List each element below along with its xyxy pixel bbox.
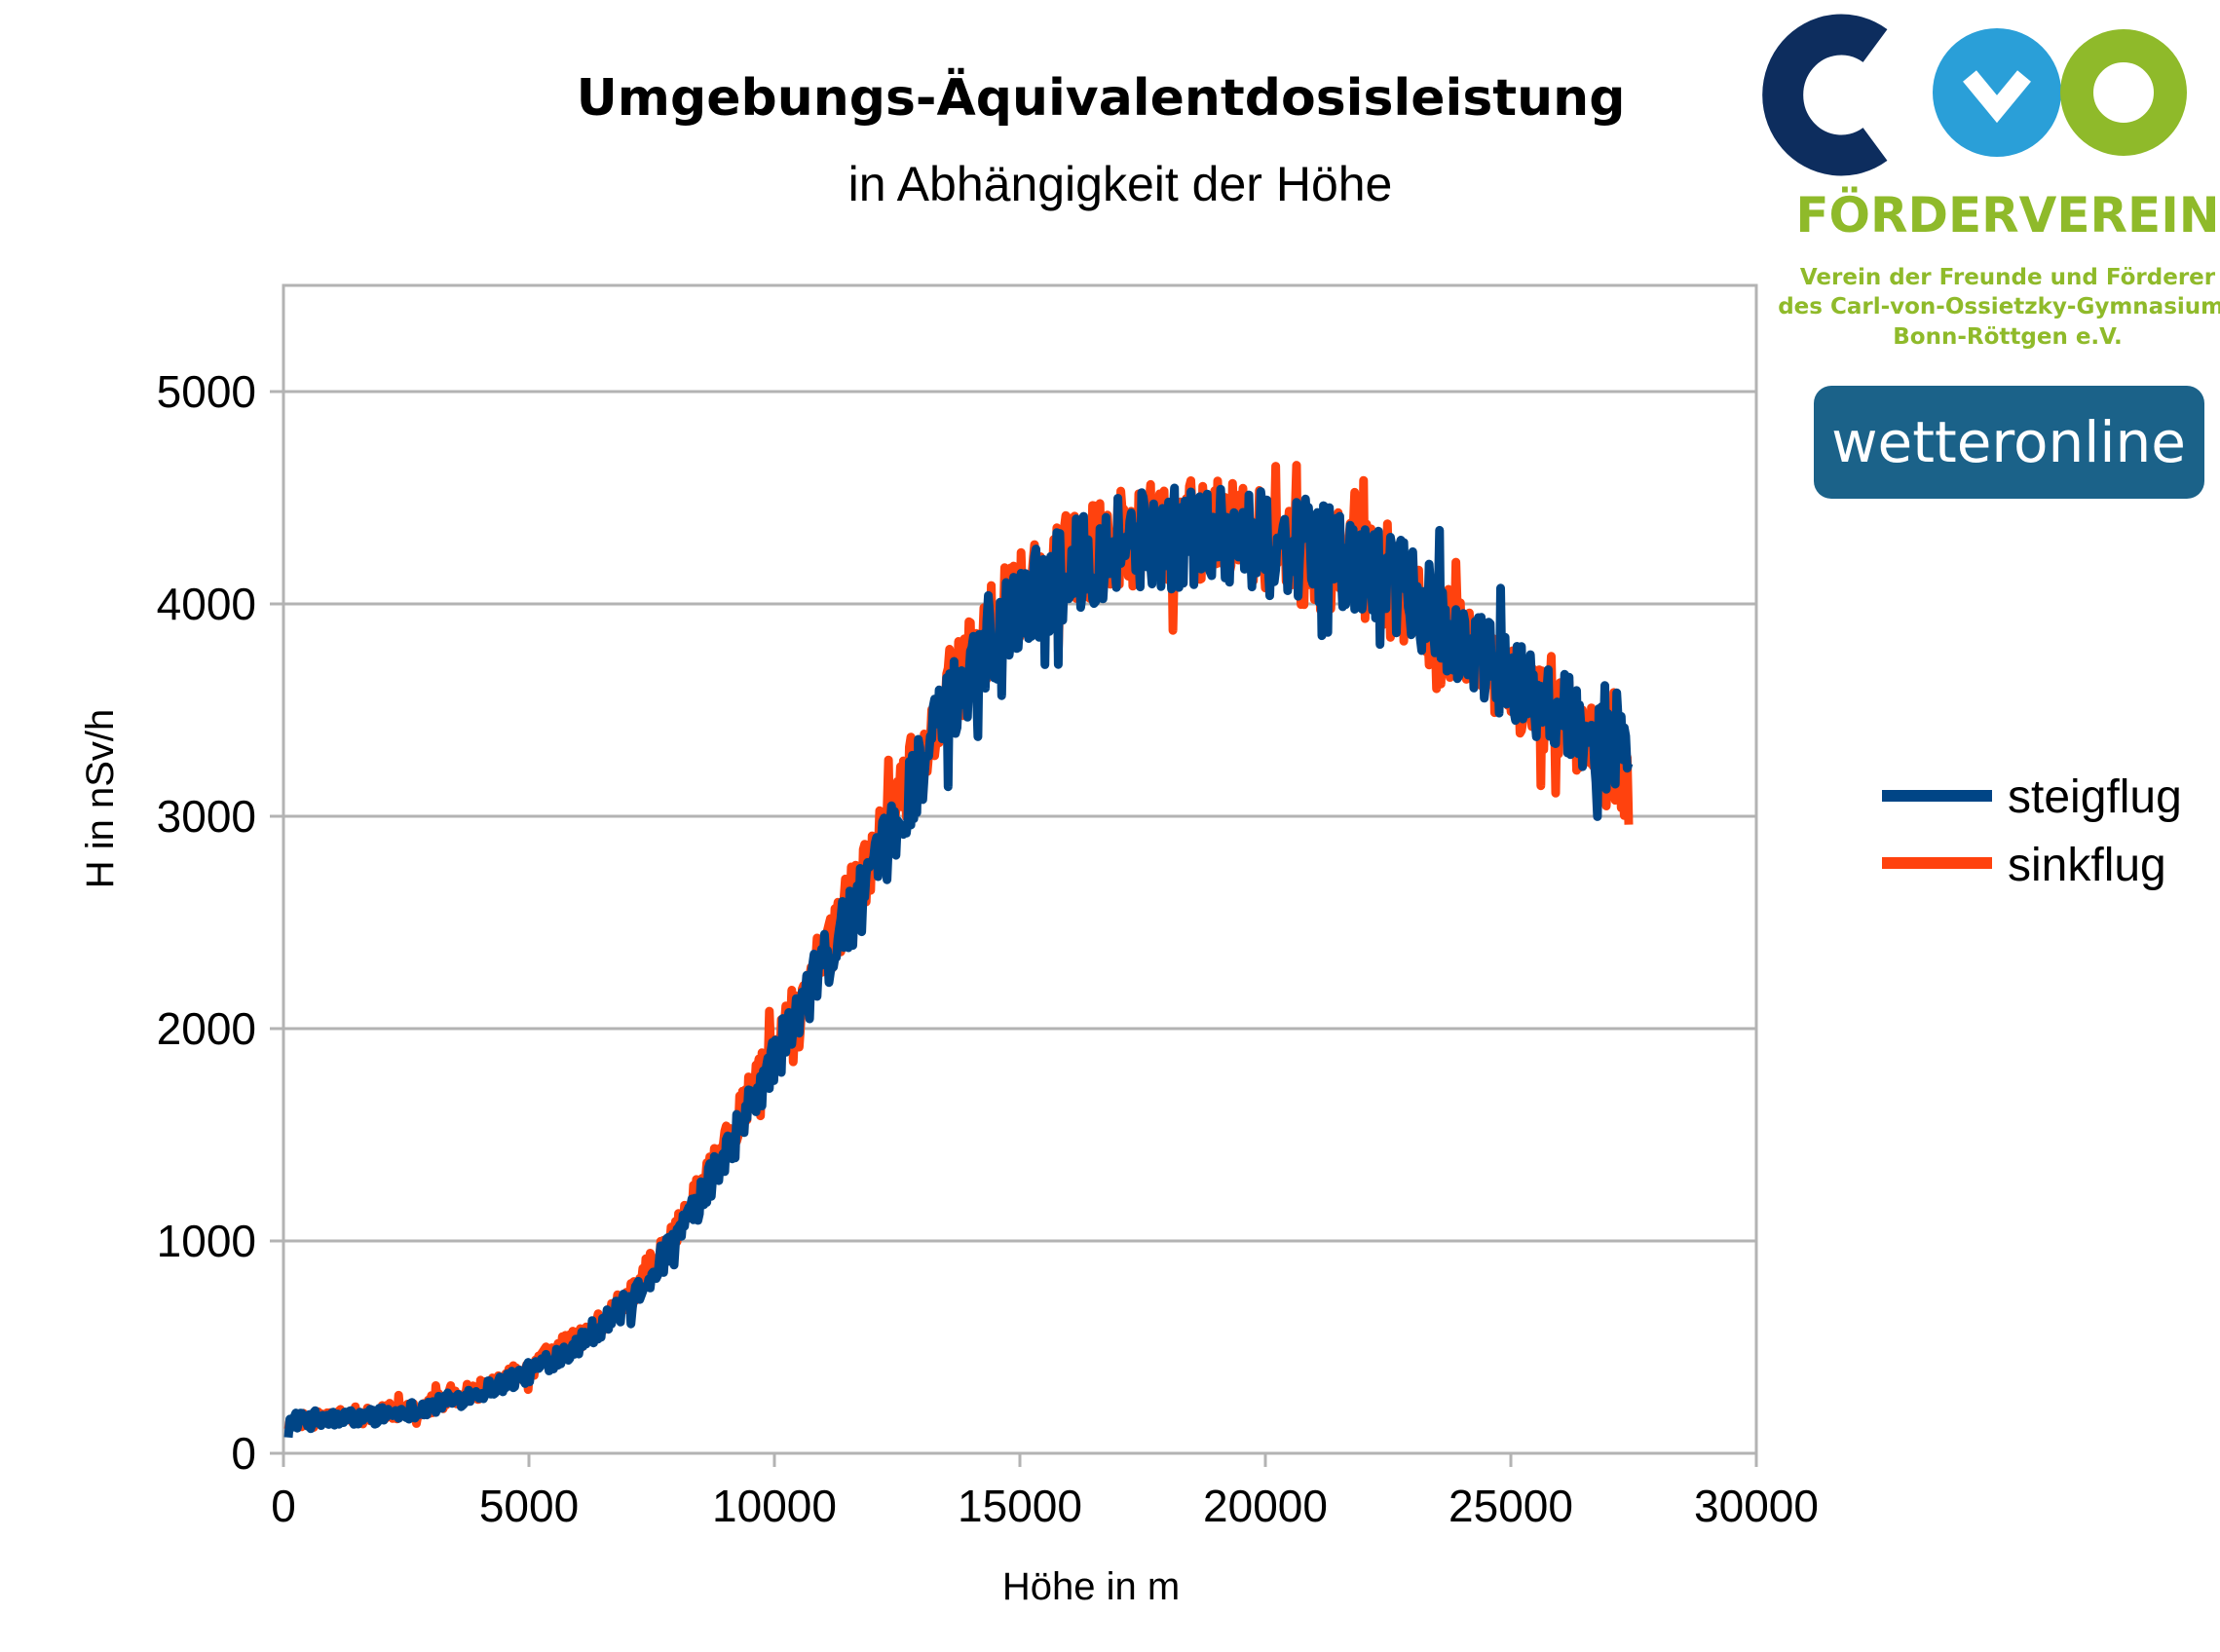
gridlines	[283, 390, 1756, 1243]
verein-line-1: Verein der Freunde und Förderer	[1800, 265, 2216, 290]
x-tick-label: 0	[271, 1481, 296, 1531]
x-axis-label: Höhe in m	[1002, 1565, 1180, 1608]
legend: steigflug sinkflug	[1882, 771, 2182, 891]
series-line-steigflug	[283, 483, 1634, 1439]
x-tick-label: 20000	[1203, 1481, 1328, 1531]
cvo-v-chevron	[1963, 70, 2031, 124]
wetteronline-badge	[1814, 386, 2204, 499]
y-tick-label: 1000	[157, 1216, 256, 1266]
verein-line-3: Bonn-Röttgen e.V.	[1893, 324, 2122, 350]
chart-title: Umgebungs-Äquivalentdosisleistung	[577, 68, 1626, 128]
y-tick-label: 4000	[157, 579, 256, 629]
x-tick-label: 25000	[1449, 1481, 1573, 1531]
series-lines	[283, 461, 1634, 1439]
foerderverein-text: FÖRDERVEREIN	[1795, 186, 2219, 244]
x-tick-label: 10000	[712, 1481, 837, 1531]
tick-labels: 0 1000 2000 3000 4000 5000 0 5000 10000 15000 2000…	[157, 366, 1819, 1531]
wetteronline-logo: wetteronline	[1814, 386, 2204, 499]
cvo-v-circle	[1933, 28, 2061, 157]
legend-label-sinkflug: sinkflug	[2008, 840, 2166, 891]
plot-area	[282, 283, 1758, 1455]
verein-line-2: des Carl-von-Ossietzky-Gymnasiums	[1778, 294, 2220, 319]
legend-label-steigflug: steigflug	[2008, 771, 2182, 823]
y-tick-label: 3000	[157, 791, 256, 842]
cvo-o-ring	[2060, 29, 2187, 156]
x-tick-label: 30000	[1694, 1481, 1819, 1531]
y-tick-label: 2000	[157, 1003, 256, 1054]
y-axis-label: H in nSv/h	[79, 709, 122, 889]
cvo-logo: FÖRDERVEREIN Verein der Freunde und Förd…	[1762, 14, 2220, 350]
x-tick-label: 5000	[479, 1481, 579, 1531]
cvo-c-shape	[1762, 14, 1888, 176]
chart-subtitle: in Abhängigkeit der Höhe	[848, 157, 1393, 211]
wetteronline-text: wetteronline	[1831, 409, 2186, 475]
y-tick-label: 5000	[157, 366, 256, 417]
x-tick-label: 15000	[958, 1481, 1082, 1531]
y-tick-label: 0	[231, 1428, 256, 1479]
